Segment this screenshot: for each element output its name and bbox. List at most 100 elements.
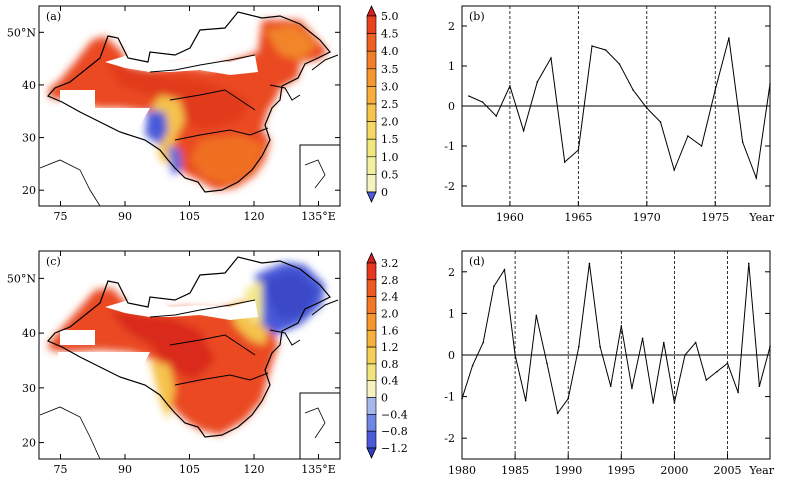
data-point (556, 412, 559, 415)
mongolia-mask (105, 50, 258, 75)
data-point (468, 95, 470, 97)
colorbar-segment (366, 262, 377, 281)
data-point (522, 130, 525, 132)
x-tick-label: 90 (118, 210, 132, 223)
korea-coast-c (269, 329, 301, 346)
y-tick-label: -1 (444, 391, 455, 404)
panel-a: (a) 75 90 105 120 135°E 50°N 40 30 20 5.0 4.5 4.0 3… (7, 5, 399, 223)
y-tick-label: 40 (22, 79, 36, 92)
data-point (618, 63, 621, 65)
china-border (47, 11, 331, 193)
panel-d: (d) 2 1 0 -1 -2 1980 1985 1990 1995 2000 2005 Year (444, 250, 775, 477)
x-tick-label: 105 (179, 210, 200, 223)
data-point (588, 262, 591, 265)
data-point (495, 115, 498, 117)
panel-b-label: (b) (469, 10, 485, 23)
data-point (737, 391, 739, 394)
panel-c-label: (c) (46, 255, 61, 268)
x-tick-label: 1965 (564, 211, 592, 224)
colorbar-label: 0.8 (381, 358, 399, 371)
data-point (769, 345, 771, 348)
japan-coast (311, 54, 339, 71)
colorbar-label: −1.2 (381, 442, 408, 455)
x-tick-label: 1995 (607, 464, 635, 477)
data-point (546, 362, 548, 365)
colorbar-segment (366, 380, 377, 398)
x-tick-label: 1970 (633, 211, 661, 224)
x-tick-label: 135°E (301, 463, 336, 476)
data-point (461, 397, 463, 400)
data-point (536, 81, 539, 83)
data-point (741, 141, 744, 143)
x-tick-label: 1990 (554, 464, 582, 477)
x-tick-label: 1975 (701, 211, 729, 224)
colorbar-segment (366, 430, 377, 449)
korea-coast (269, 84, 301, 101)
x-tick-label: 90 (118, 463, 132, 476)
colorbar-segment (366, 346, 377, 365)
y-tick-label: 0 (448, 100, 455, 113)
y-tick-label: 2 (448, 20, 455, 33)
y-tick-label: 1 (448, 307, 455, 320)
yellow-river-c (169, 334, 256, 356)
tibet-mask (58, 108, 150, 130)
y-tick-label: -2 (444, 432, 455, 445)
plot-b-content: 2 1 0 -1 -2 1960 1965 1970 1975 Year (444, 6, 775, 224)
yangtze-river-c (174, 372, 269, 386)
colorbar-bottom-triangle (366, 447, 377, 459)
colorbar-label: 0 (381, 186, 388, 199)
x-tick-label: 1960 (496, 211, 524, 224)
data-point (591, 45, 593, 47)
colorbar-segment (366, 174, 377, 193)
data-point (503, 268, 506, 271)
x-tick-label: 1980 (448, 464, 476, 477)
data-point (705, 379, 708, 381)
colorbar-segment (366, 50, 377, 70)
plot-d-content: 2 1 0 -1 -2 1980 1985 1990 1995 2000 2005 Year (444, 251, 775, 477)
mongolia-mask-c (105, 295, 258, 320)
inset-coast (304, 159, 326, 189)
colorbar-segment (366, 313, 377, 331)
colorbar-label: 3.2 (381, 257, 399, 270)
y-tick-label: 2 (448, 266, 455, 279)
y-tick-label: -2 (444, 180, 455, 193)
data-point (687, 135, 689, 137)
y-tick-label: 50°N (7, 26, 36, 39)
x-tick-label: 75 (54, 463, 68, 476)
colorbar-segment (366, 68, 377, 87)
inset-coast-c (304, 407, 326, 439)
data-point (604, 49, 607, 51)
panel-d-label: (d) (469, 255, 485, 268)
data-point (694, 341, 697, 344)
colorbar-segment (366, 103, 377, 122)
data-point (632, 89, 634, 91)
colorbar-label: 2.0 (381, 116, 399, 129)
colorbar-segment (366, 15, 377, 34)
map-a-axes: 75 90 105 120 135°E 50°N 40 30 20 (7, 6, 340, 223)
x-tick-label: 120 (244, 210, 265, 223)
mongolia-border (149, 54, 256, 73)
data-point (482, 341, 485, 344)
y-tick-label: -1 (444, 140, 455, 153)
y-tick-label: 1 (448, 60, 455, 73)
colorbar-segment (366, 156, 377, 175)
map-c-axes: 75 90 105 120 135°E 50°N 40 30 20 (7, 251, 340, 476)
colorbar-bottom-triangle (366, 191, 377, 203)
data-point (684, 354, 686, 356)
panel-a-label: (a) (46, 10, 61, 23)
data-point (755, 177, 758, 179)
colorbar-label: 2.5 (381, 98, 399, 111)
colorbar-label: 2.4 (381, 291, 399, 304)
data-point (620, 325, 623, 327)
colorbar-label: 1.0 (381, 151, 399, 164)
y-tick-label: 20 (22, 184, 36, 197)
data-point (662, 341, 665, 344)
data-point (609, 385, 612, 388)
colorbar-c: 3.2 2.8 2.4 2.0 1.6 1.2 0.8 0.4 0 −0.4 −0.8 −1.2 (366, 252, 408, 459)
y-tick-label: 30 (22, 132, 36, 145)
colorbar-label: 5.0 (381, 10, 399, 23)
colorbar-label: 2.0 (381, 307, 399, 320)
yellow-river (169, 89, 256, 111)
data-point (493, 285, 495, 288)
data-point (578, 345, 580, 348)
